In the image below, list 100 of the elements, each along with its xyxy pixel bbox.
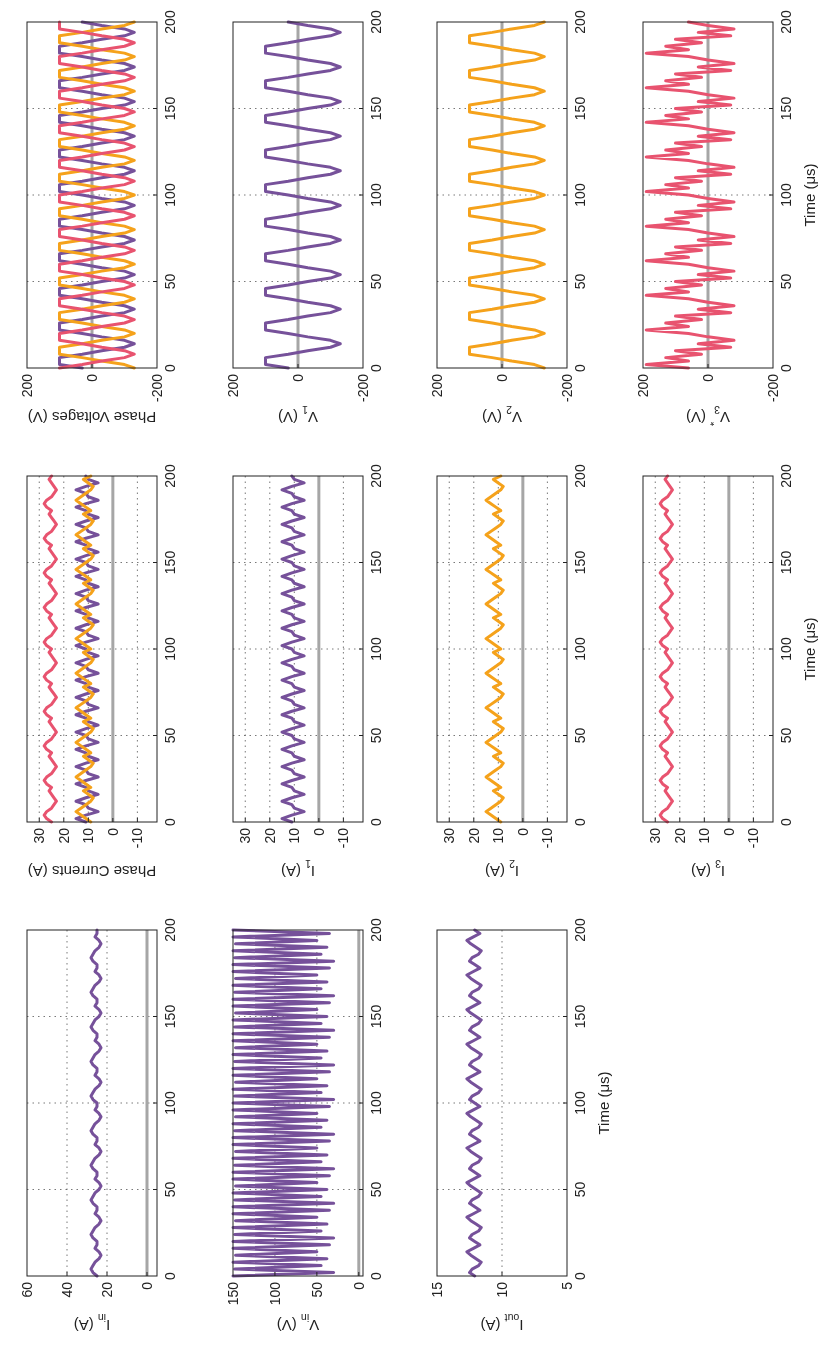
y-tick-label: 50	[572, 1181, 588, 1198]
y-tick-label: 100	[162, 637, 178, 661]
x-tick-label: 200	[18, 373, 35, 398]
y-tick-label: 150	[778, 550, 794, 575]
x-tick-label: 0	[289, 373, 306, 382]
y-tick-label: 150	[572, 96, 588, 121]
y-tick-label: 100	[162, 183, 178, 207]
y-tick-label: 100	[368, 183, 384, 207]
y-tick-label: 150	[162, 1004, 178, 1029]
x-tick-label: 50	[308, 1281, 325, 1298]
x-tick-label: 0	[720, 827, 737, 836]
x-tick-label: 40	[58, 1281, 75, 1298]
y-tick-label: 50	[778, 273, 794, 290]
y-tick-label: 200	[368, 464, 384, 488]
x-tick-label: -200	[354, 373, 371, 403]
y-tick-label: 0	[572, 363, 588, 372]
y-tick-label: 100	[778, 637, 794, 661]
line-series	[280, 474, 306, 824]
x-tick-label: 15	[428, 1281, 445, 1298]
line-series	[465, 928, 483, 1278]
x-tick-label: -10	[539, 827, 556, 849]
x-tick-label: 30	[237, 827, 254, 844]
x-tick-label: 0	[310, 827, 327, 836]
line-series	[42, 474, 58, 824]
x-tick-label: 100	[266, 1281, 283, 1306]
y-tick-label: 200	[162, 918, 178, 942]
x-tick-label: 10	[490, 827, 507, 844]
x-tick-label: 10	[80, 827, 97, 844]
y-tick-label: 0	[162, 817, 178, 826]
x-axis-title: Phase Voltages (V)	[27, 409, 157, 426]
y-tick-label: 150	[368, 96, 384, 121]
y-tick-label: 0	[368, 817, 384, 826]
y-tick-label: 0	[368, 363, 384, 372]
line-series	[231, 928, 336, 1278]
y-tick-label: 100	[572, 1091, 588, 1115]
y-tick-label: 50	[572, 273, 588, 290]
x-tick-label: 0	[350, 1281, 367, 1290]
x-tick-label: -10	[335, 827, 352, 849]
line-series	[89, 928, 103, 1278]
x-tick-label: -10	[129, 827, 146, 849]
y-tick-label: 150	[368, 550, 384, 575]
x-tick-label: 0	[138, 1281, 155, 1290]
y-tick-label: 200	[572, 464, 588, 488]
x-tick-label: -200	[764, 373, 781, 403]
y-axis-title: Time (μs)	[801, 163, 818, 227]
x-tick-label: -200	[558, 373, 575, 403]
x-tick-label: 0	[514, 827, 531, 836]
y-axis-title: Time (μs)	[801, 617, 818, 681]
y-tick-label: 100	[162, 1091, 178, 1115]
line-series	[74, 474, 95, 824]
x-tick-label: 20	[55, 827, 72, 844]
x-tick-label: 30	[31, 827, 48, 844]
y-tick-label: 50	[572, 727, 588, 744]
y-tick-label: 200	[572, 10, 588, 34]
y-tick-label: 200	[162, 10, 178, 34]
y-tick-label: 150	[778, 96, 794, 121]
x-tick-label: 0	[83, 373, 100, 382]
x-tick-label: 10	[696, 827, 713, 844]
y-tick-label: 50	[368, 1181, 384, 1198]
y-tick-label: 200	[778, 10, 794, 34]
y-tick-label: 150	[572, 550, 588, 575]
y-tick-label: 50	[162, 727, 178, 744]
y-tick-label: 100	[572, 637, 588, 661]
y-tick-label: 0	[572, 1271, 588, 1280]
x-tick-label: 0	[699, 373, 716, 382]
y-tick-label: 200	[368, 918, 384, 942]
y-tick-label: 200	[368, 10, 384, 34]
y-tick-label: 50	[368, 727, 384, 744]
y-tick-label: 0	[572, 817, 588, 826]
y-tick-label: 0	[778, 817, 794, 826]
x-tick-label: 5	[558, 1281, 575, 1290]
x-tick-label: 30	[647, 827, 664, 844]
y-tick-label: 200	[162, 464, 178, 488]
x-tick-label: 20	[671, 827, 688, 844]
y-tick-label: 50	[162, 1181, 178, 1198]
y-tick-label: 150	[368, 1004, 384, 1029]
y-tick-label: 50	[368, 273, 384, 290]
line-series	[468, 20, 546, 370]
x-tick-label: 20	[261, 827, 278, 844]
x-tick-label: 150	[224, 1281, 241, 1306]
y-tick-label: 0	[368, 1271, 384, 1280]
y-tick-label: 100	[368, 637, 384, 661]
x-tick-label: 0	[104, 827, 121, 836]
line-series	[484, 474, 505, 824]
y-tick-label: 150	[162, 96, 178, 121]
y-tick-label: 50	[162, 273, 178, 290]
y-tick-label: 150	[162, 550, 178, 575]
x-tick-label: 60	[18, 1281, 35, 1298]
x-tick-label: 20	[98, 1281, 115, 1298]
y-tick-label: 100	[778, 183, 794, 207]
y-tick-label: 0	[778, 363, 794, 372]
line-series	[658, 474, 674, 824]
y-tick-label: 150	[572, 1004, 588, 1029]
x-tick-label: 10	[286, 827, 303, 844]
y-axis-title: Time (μs)	[595, 1071, 612, 1135]
x-tick-label: 0	[493, 373, 510, 382]
y-tick-label: 50	[778, 727, 794, 744]
x-tick-label: 10	[493, 1281, 510, 1298]
x-tick-label: -10	[745, 827, 762, 849]
x-tick-label: -200	[148, 373, 165, 403]
